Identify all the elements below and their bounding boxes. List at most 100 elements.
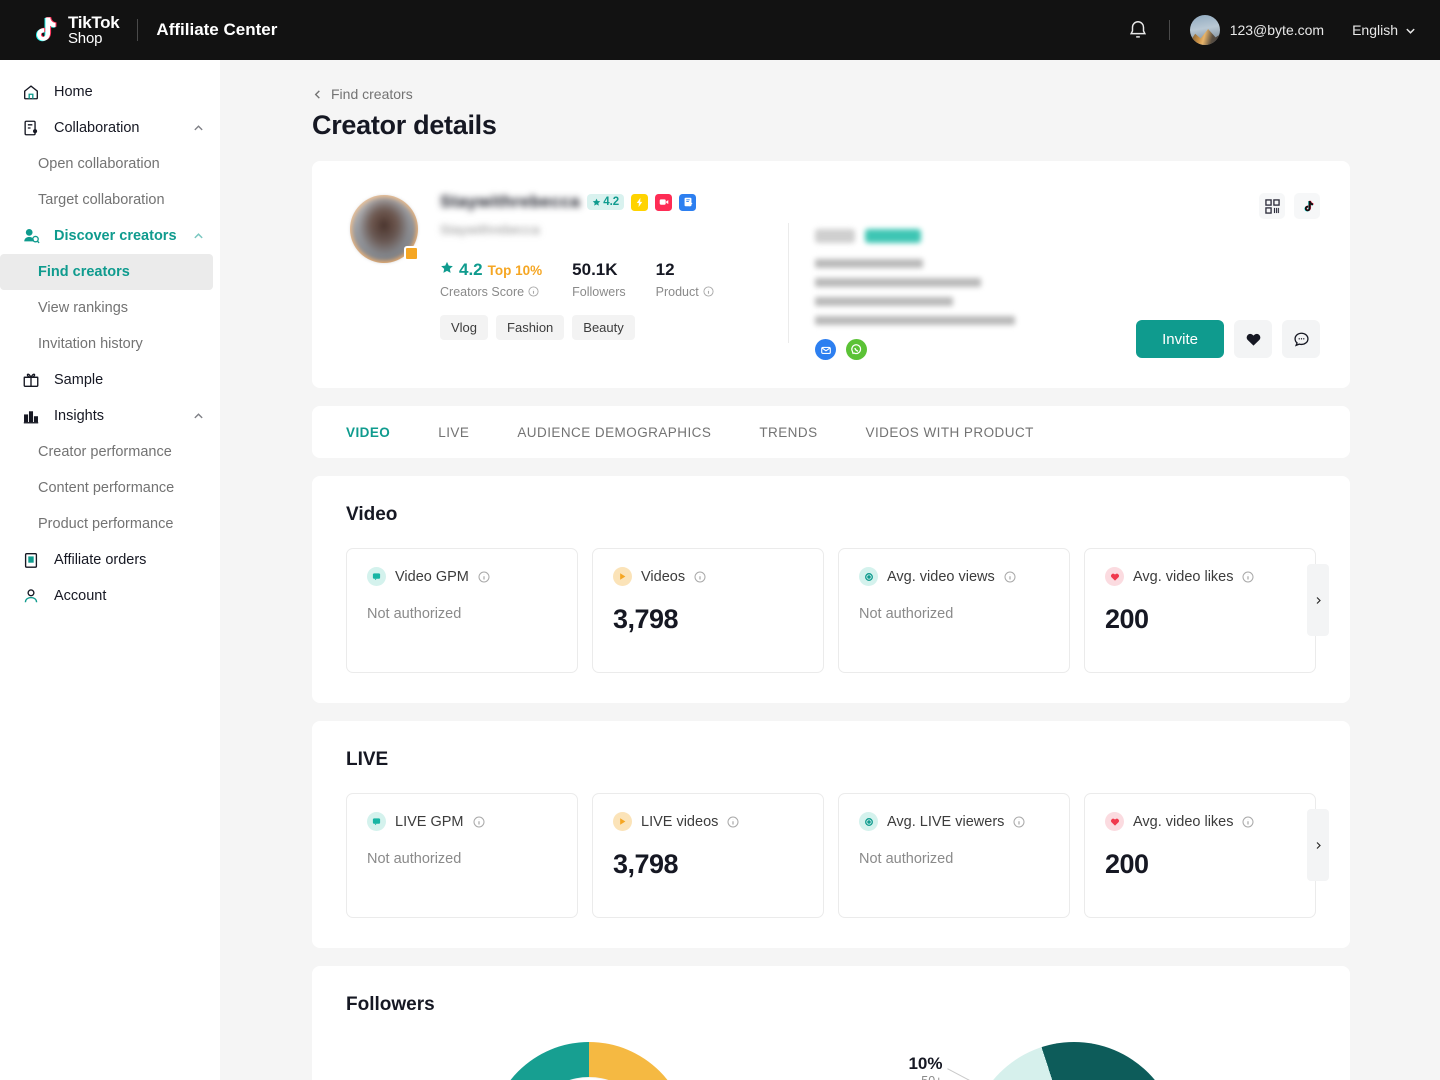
metric-label: Avg. video likes xyxy=(1133,813,1234,830)
metric-value: Not authorized xyxy=(367,606,462,622)
metric-card-avg-live-viewers: Avg. LIVE viewers Not authorized xyxy=(838,793,1070,918)
stat-label: Followers xyxy=(572,284,626,299)
info-icon[interactable] xyxy=(1004,571,1016,583)
info-icon[interactable] xyxy=(1013,816,1025,828)
sidebar-item-open-collaboration[interactable]: Open collaboration xyxy=(0,146,220,182)
info-icon[interactable] xyxy=(694,571,706,583)
rating-value: 4.2 xyxy=(603,196,620,208)
breadcrumb[interactable]: Find creators xyxy=(312,86,1350,102)
heart-icon xyxy=(1105,812,1124,831)
discover-creators-icon xyxy=(22,227,40,245)
tab-audience-demographics[interactable]: AUDIENCE DEMOGRAPHICS xyxy=(517,424,712,440)
bell-icon[interactable] xyxy=(1127,19,1149,41)
category-pill-beauty[interactable]: Beauty xyxy=(572,314,635,340)
bio-tag xyxy=(815,229,855,243)
message-icon[interactable] xyxy=(1282,320,1320,358)
avatar[interactable] xyxy=(1189,15,1220,45)
chevron-up-icon xyxy=(194,232,203,238)
category-pill-vlog[interactable]: Vlog xyxy=(440,314,489,340)
tab-live[interactable]: LIVE xyxy=(438,424,470,440)
heart-icon[interactable] xyxy=(1234,320,1272,358)
stat-label: Product xyxy=(655,284,699,299)
sidebar-item-label: Discover creators xyxy=(54,228,177,244)
metric-label: Avg. video likes xyxy=(1133,568,1234,585)
metric-label: LIVE GPM xyxy=(395,813,464,830)
creator-identity: Staywithrebecca 4.2 Staywithreb xyxy=(440,191,770,360)
play-icon xyxy=(613,812,632,831)
gender-chart: 25% Female xyxy=(346,1042,831,1080)
info-icon[interactable] xyxy=(1242,816,1254,828)
info-icon[interactable] xyxy=(478,571,490,583)
user-email[interactable]: 123@byte.com xyxy=(1229,22,1325,38)
app-title: Affiliate Center xyxy=(156,20,278,39)
sidebar-item-collaboration[interactable]: Collaboration xyxy=(0,110,220,146)
sidebar-item-creator-performance[interactable]: Creator performance xyxy=(0,434,220,470)
sidebar-item-label: Collaboration xyxy=(54,120,140,136)
tab-trends[interactable]: TRENDS xyxy=(759,424,818,440)
creator-avatar[interactable] xyxy=(350,195,419,263)
heart-icon xyxy=(1105,567,1124,586)
eye-icon xyxy=(859,567,878,586)
brand-logo[interactable]: TikTok Shop xyxy=(24,13,120,48)
sidebar-item-home[interactable]: Home xyxy=(0,74,220,110)
live-metrics-next-button[interactable] xyxy=(1307,809,1329,881)
email-icon[interactable] xyxy=(815,339,836,360)
bio-line xyxy=(815,259,923,268)
info-icon[interactable] xyxy=(528,286,539,297)
bio-tags xyxy=(815,229,1316,243)
sidebar-item-discover-creators[interactable]: Discover creators xyxy=(0,218,220,254)
invite-button[interactable]: Invite xyxy=(1136,320,1224,358)
gpm-icon xyxy=(367,567,386,586)
qr-code-icon[interactable] xyxy=(1259,193,1285,219)
avatar-badge-icon xyxy=(404,246,419,261)
gpm-icon xyxy=(367,812,386,831)
profile-divider xyxy=(788,223,789,343)
sidebar-item-affiliate-orders[interactable]: Affiliate orders xyxy=(0,542,220,578)
sidebar-item-label: Content performance xyxy=(38,480,175,496)
stat-creators-score: 4.2 Top 10% Creators Score xyxy=(440,260,542,298)
whatsapp-icon[interactable] xyxy=(846,339,867,360)
sidebar-item-label: Account xyxy=(54,588,107,604)
chevron-down-icon xyxy=(1406,28,1415,34)
stat-product: 12 Product xyxy=(655,260,714,299)
language-selector[interactable]: English xyxy=(1352,22,1416,38)
followers-charts: 25% Female 10% 50+ 25.3% xyxy=(346,1042,1316,1080)
sidebar-item-sample[interactable]: Sample xyxy=(0,362,220,398)
video-metrics-next-button[interactable] xyxy=(1307,564,1329,636)
metric-card-avg-video-views: Avg. video views Not authorized xyxy=(838,548,1070,673)
gender-donut-center: 25% Female xyxy=(524,1078,653,1080)
sidebar-item-product-performance[interactable]: Product performance xyxy=(0,506,220,542)
sidebar-item-label: Product performance xyxy=(38,516,174,532)
sidebar-item-label: Invitation history xyxy=(38,336,143,352)
bio-line xyxy=(815,278,981,287)
bio-line xyxy=(815,297,953,306)
tab-video[interactable]: VIDEO xyxy=(346,424,391,440)
tab-videos-with-product[interactable]: VIDEOS WITH PRODUCT xyxy=(865,424,1034,440)
sidebar-item-find-creators[interactable]: Find creators xyxy=(0,254,213,290)
info-icon[interactable] xyxy=(1242,571,1254,583)
metric-value: Not authorized xyxy=(367,851,462,867)
sidebar-item-target-collaboration[interactable]: Target collaboration xyxy=(0,182,220,218)
account-icon xyxy=(22,587,40,605)
info-icon[interactable] xyxy=(727,816,739,828)
creator-bio xyxy=(815,191,1316,360)
sidebar-item-account[interactable]: Account xyxy=(0,578,220,614)
tiktok-icon[interactable] xyxy=(1294,193,1320,219)
sidebar-item-content-performance[interactable]: Content performance xyxy=(0,470,220,506)
category-pill-fashion[interactable]: Fashion xyxy=(496,314,565,340)
chevron-right-icon xyxy=(1316,596,1321,604)
sidebar-item-invitation-history[interactable]: Invitation history xyxy=(0,326,220,362)
stat-value: 50.1K xyxy=(572,260,618,279)
breadcrumb-label: Find creators xyxy=(331,86,413,102)
sidebar-item-insights[interactable]: Insights xyxy=(0,398,220,434)
gender-donut-ring xyxy=(488,1042,689,1080)
topbar-divider xyxy=(1168,20,1170,40)
eye-icon xyxy=(859,812,878,831)
sidebar-item-view-rankings[interactable]: View rankings xyxy=(0,290,220,326)
sidebar-item-label: Target collaboration xyxy=(38,192,165,208)
info-icon[interactable] xyxy=(473,816,485,828)
metric-card-live-gpm: LIVE GPM Not authorized xyxy=(346,793,578,918)
category-pills: Vlog Fashion Beauty xyxy=(440,314,770,340)
info-icon[interactable] xyxy=(703,286,714,297)
brand-line-2: Shop xyxy=(68,30,103,48)
